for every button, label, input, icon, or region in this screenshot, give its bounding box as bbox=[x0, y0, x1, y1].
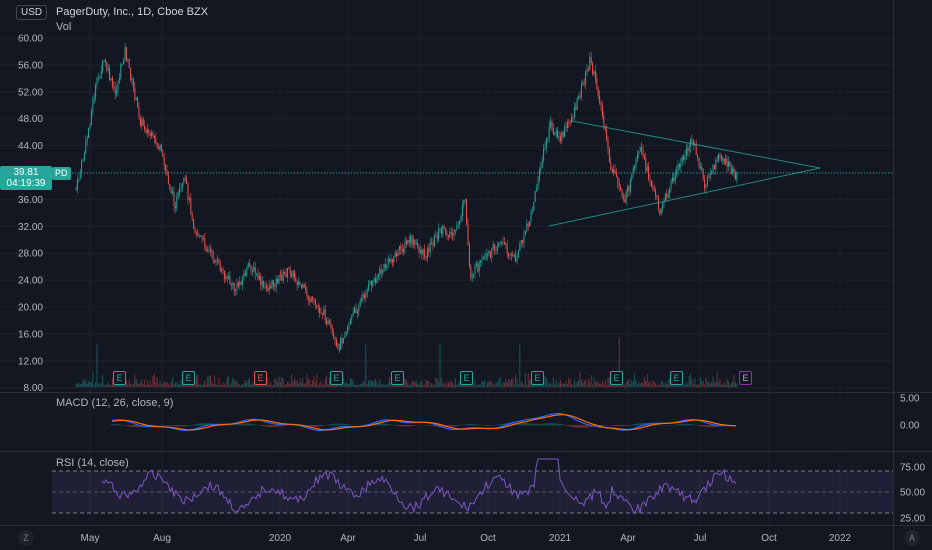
rsi-label[interactable]: RSI (14, close) bbox=[56, 457, 129, 469]
price-tick-label: 28.00 bbox=[18, 249, 43, 260]
price-tick-label: 52.00 bbox=[18, 87, 43, 98]
earnings-marker[interactable]: E bbox=[531, 371, 544, 385]
rsi-series bbox=[101, 458, 737, 515]
time-tick-label: Oct bbox=[480, 533, 496, 544]
triangle-drawing[interactable] bbox=[548, 120, 821, 227]
rsi-tick-label: 50.00 bbox=[900, 488, 925, 499]
symbol-title[interactable]: PagerDuty, Inc., 1D, Cboe BZX bbox=[56, 6, 209, 18]
time-tick-label: 2022 bbox=[829, 533, 852, 544]
time-tick-label: Oct bbox=[761, 533, 777, 544]
symbol-tag: PD bbox=[52, 167, 71, 180]
earnings-marker[interactable]: E bbox=[610, 371, 623, 385]
time-tick-label: Apr bbox=[620, 533, 636, 544]
time-tick-label: Jul bbox=[694, 533, 707, 544]
price-tick-label: 60.00 bbox=[18, 34, 43, 45]
macd-series bbox=[111, 412, 737, 432]
price-tick-label: 56.00 bbox=[18, 60, 43, 71]
zoom-button[interactable]: Z bbox=[18, 530, 34, 546]
earnings-marker[interactable]: E bbox=[391, 371, 404, 385]
price-tick-label: 32.00 bbox=[18, 222, 43, 233]
time-tick-label: 2020 bbox=[269, 533, 292, 544]
rsi-tick-label: 25.00 bbox=[900, 514, 925, 525]
time-tick-label: May bbox=[81, 533, 100, 544]
price-tick-label: 12.00 bbox=[18, 356, 43, 367]
earnings-marker[interactable]: E bbox=[460, 371, 473, 385]
price-tick-label: 20.00 bbox=[18, 303, 43, 314]
last-price-tag: 39.81 04:19:39 bbox=[0, 166, 52, 190]
earnings-marker[interactable]: E bbox=[254, 371, 267, 385]
last-price-value: 39.81 bbox=[13, 167, 39, 178]
time-tick-label: Aug bbox=[153, 533, 171, 544]
macd-tick-label: 0.00 bbox=[900, 421, 920, 432]
time-tick-label: Apr bbox=[340, 533, 356, 544]
earnings-marker[interactable]: E bbox=[182, 371, 195, 385]
price-tick-label: 8.00 bbox=[24, 383, 44, 394]
price-tick-label: 24.00 bbox=[18, 276, 43, 287]
currency-badge[interactable]: USD bbox=[16, 5, 48, 20]
price-tick-label: 48.00 bbox=[18, 114, 43, 125]
rsi-tick-label: 75.00 bbox=[900, 463, 925, 474]
volume-bars bbox=[75, 337, 738, 387]
price-tick-label: 44.00 bbox=[18, 141, 43, 152]
macd-label[interactable]: MACD (12, 26, close, 9) bbox=[56, 397, 174, 409]
countdown: 04:19:39 bbox=[6, 178, 46, 189]
price-tick-label: 36.00 bbox=[18, 195, 43, 206]
earnings-marker[interactable]: E bbox=[739, 371, 752, 385]
earnings-marker[interactable]: E bbox=[670, 371, 683, 385]
macd-tick-label: 5.00 bbox=[900, 394, 920, 405]
time-tick-label: Jul bbox=[414, 533, 427, 544]
earnings-marker[interactable]: E bbox=[113, 371, 126, 385]
auto-scale-button[interactable]: A bbox=[904, 530, 920, 546]
earnings-marker[interactable]: E bbox=[330, 371, 343, 385]
price-tick-label: 16.00 bbox=[18, 329, 43, 340]
candlestick-series bbox=[75, 42, 738, 354]
time-tick-label: 2021 bbox=[549, 533, 572, 544]
volume-label[interactable]: Vol bbox=[56, 21, 72, 33]
